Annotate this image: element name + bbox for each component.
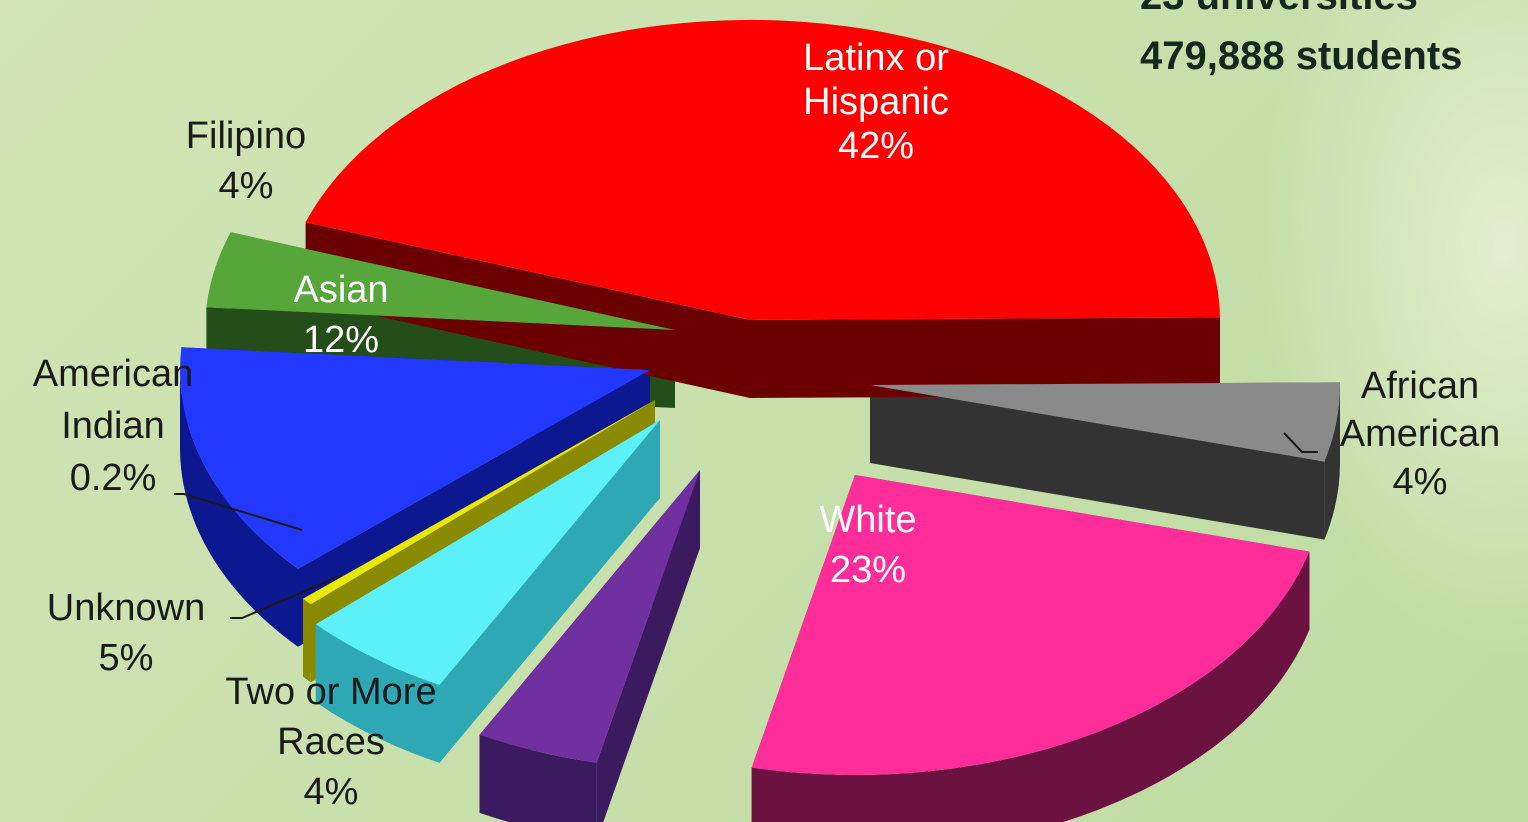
slice-side-asian <box>179 370 298 647</box>
label-line-latinx-or-hispanic-0: Latinx or <box>803 37 949 79</box>
label-line-american-indian-0: American <box>33 353 194 395</box>
slice-african-american <box>870 382 1341 462</box>
label-line-unknown-1: 5% <box>99 637 154 679</box>
label-line-unknown-0: Unknown <box>47 587 205 629</box>
label-line-african-american-2: 4% <box>1393 461 1448 503</box>
label-white: White 23% <box>819 499 916 591</box>
label-line-african-american-1: American <box>1340 413 1501 455</box>
label-line-white-0: White <box>819 499 916 541</box>
slice-cut-two-or-more-races-0 <box>596 470 700 822</box>
leader-line-unknown <box>230 575 341 619</box>
slice-side-unknown <box>315 624 440 763</box>
label-american-indian: American Indian 0.2% <box>33 353 194 499</box>
label-line-american-indian-2: 0.2% <box>70 457 157 499</box>
slice-white <box>751 475 1310 776</box>
label-line-white-1: 23% <box>830 549 906 591</box>
label-line-american-indian-1: Indian <box>61 405 165 447</box>
slice-side-american-indian <box>303 598 311 683</box>
slice-latinx-or-hispanic <box>305 19 1221 320</box>
label-two-or-more-races: Two or More Races 4% <box>225 671 436 813</box>
slice-asian <box>180 347 651 569</box>
label-filipino: Filipino 4% <box>186 115 306 207</box>
label-line-african-american-0: African <box>1361 365 1479 407</box>
header-universities: 23 universities <box>1140 0 1418 19</box>
leader-line-american-indian <box>174 493 303 531</box>
slice-two-or-more-races <box>479 470 700 763</box>
slice-cut-unknown-0 <box>439 420 660 763</box>
slice-american-indian <box>303 400 655 605</box>
label-unknown: Unknown 5% <box>47 587 205 679</box>
slice-cut-latinx-or-hispanic-1 <box>750 317 1220 398</box>
label-line-asian-1: 12% <box>303 319 379 361</box>
slice-side-two-or-more-races <box>479 734 597 822</box>
label-line-filipino-0: Filipino <box>186 115 306 157</box>
slice-side-white <box>751 551 1310 822</box>
label-line-latinx-or-hispanic-1: Hispanic <box>803 81 949 123</box>
label-line-asian-0: Asian <box>293 269 388 311</box>
label-line-two-or-more-races-2: 4% <box>304 771 359 813</box>
leader-line-african-american <box>1283 432 1318 453</box>
label-line-filipino-1: 4% <box>219 165 274 207</box>
slice-filipino <box>206 232 675 330</box>
slice-side-african-american <box>1324 385 1340 540</box>
label-line-two-or-more-races-1: Races <box>277 721 385 763</box>
slice-unknown <box>315 420 660 685</box>
label-line-latinx-or-hispanic-2: 42% <box>838 125 914 167</box>
label-latinx-or-hispanic: Latinx or Hispanic 42% <box>803 37 949 167</box>
header-students: 479,888 students <box>1140 34 1463 78</box>
label-line-two-or-more-races-0: Two or More <box>225 671 436 713</box>
label-african-american: African American 4% <box>1340 365 1501 503</box>
label-asian: Asian 12% <box>293 269 388 361</box>
